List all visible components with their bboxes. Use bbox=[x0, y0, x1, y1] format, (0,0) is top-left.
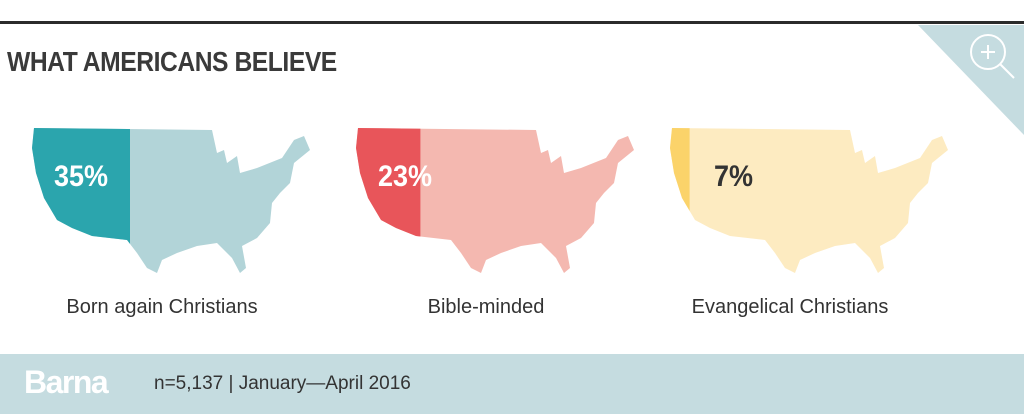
zoom-in-icon[interactable] bbox=[970, 34, 1015, 79]
percent-label: 7% bbox=[714, 160, 754, 193]
corner-banner bbox=[918, 25, 1024, 135]
page-title: WHAT AMERICANS BELIEVE bbox=[7, 46, 337, 77]
barna-logo: Barna bbox=[24, 364, 109, 400]
percent-label: 23% bbox=[378, 160, 433, 193]
map-fill-bar bbox=[670, 128, 690, 273]
top-rule bbox=[0, 21, 1024, 24]
category-label: Born again Christians bbox=[66, 296, 258, 318]
us-map-1 bbox=[356, 128, 634, 273]
category-label: Evangelical Christians bbox=[691, 296, 889, 318]
map-fill-bar bbox=[356, 128, 421, 273]
map-fill-bar bbox=[32, 128, 130, 273]
percent-label: 35% bbox=[54, 160, 109, 193]
us-map-0 bbox=[32, 128, 310, 273]
category-label: Bible-minded bbox=[427, 296, 545, 318]
map-remainder bbox=[670, 128, 948, 273]
sample-info: n=5,137 | January—April 2016 bbox=[154, 373, 411, 394]
us-map-2 bbox=[670, 128, 948, 273]
footer: Barna n=5,137 | January—April 2016 bbox=[0, 354, 1024, 414]
